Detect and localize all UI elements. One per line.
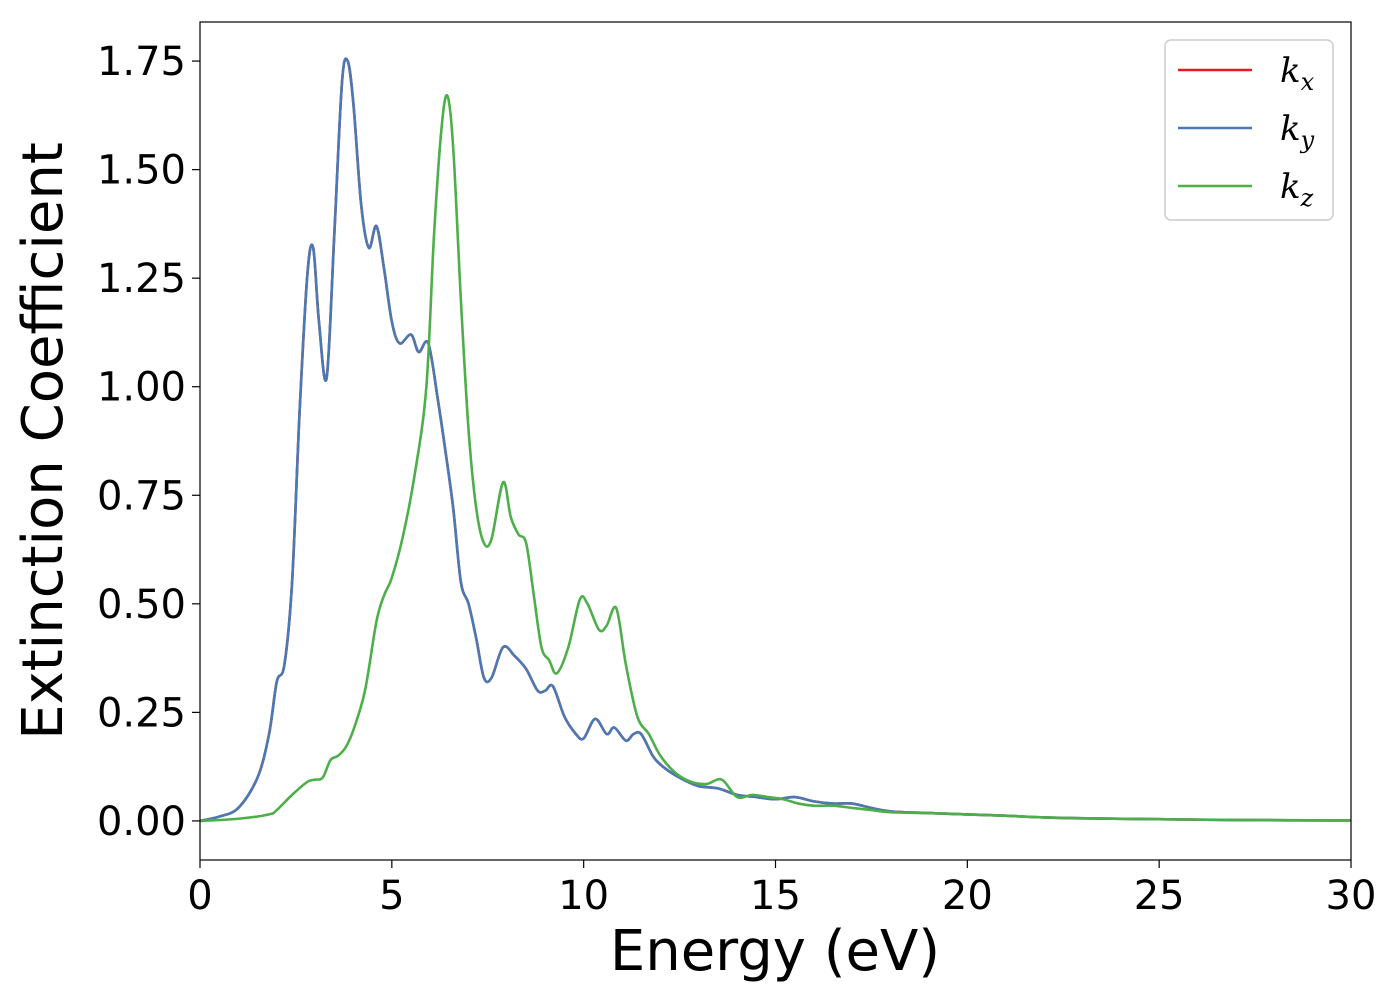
y-tick-label: 1.75 [97, 39, 186, 85]
x-axis-label: Energy (eV) [610, 919, 940, 984]
legend-label-x: kx [1280, 51, 1315, 96]
x-axis-ticks: 0 5 10 15 20 25 30 [187, 860, 1376, 919]
x-tick-label: 0 [187, 873, 212, 919]
series-line-y [199, 57, 1352, 823]
series-layer [199, 57, 1352, 823]
y-tick-label: 1.00 [97, 365, 186, 411]
legend-frame [1164, 39, 1334, 221]
y-tick-label: 1.50 [97, 148, 186, 194]
y-tick-label: 1.25 [97, 256, 186, 302]
series-line-z [199, 93, 1352, 823]
legend: kx ky kz [1164, 39, 1334, 221]
x-tick-label: 25 [1134, 873, 1185, 919]
y-tick-label: 0.00 [97, 799, 186, 845]
y-axis-ticks: 0.00 0.25 0.50 0.75 1.00 1.25 1.50 1.75 [97, 39, 200, 845]
x-tick-label: 30 [1326, 873, 1377, 919]
y-tick-label: 0.50 [97, 582, 186, 628]
y-axis-label: Extinction Coefficient [11, 142, 76, 740]
x-tick-label: 20 [942, 873, 993, 919]
x-tick-label: 15 [750, 873, 801, 919]
y-tick-label: 0.25 [97, 690, 186, 736]
x-tick-label: 10 [558, 873, 609, 919]
legend-label-z: kz [1280, 167, 1314, 212]
y-tick-label: 0.75 [97, 473, 186, 519]
x-tick-label: 5 [379, 873, 404, 919]
legend-label-y: ky [1280, 109, 1315, 154]
